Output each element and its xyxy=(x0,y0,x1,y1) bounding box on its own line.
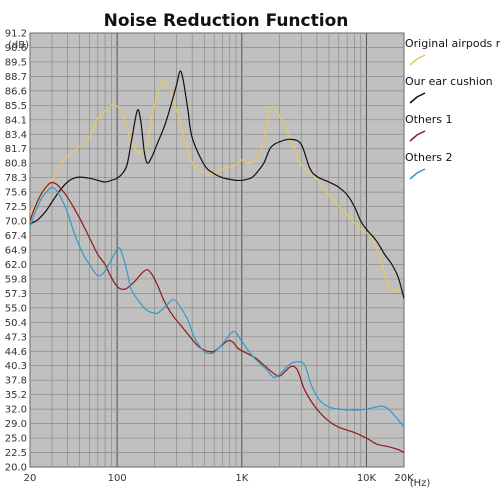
y-tick-label: 22.5 xyxy=(5,448,27,459)
y-tick-label: 80.8 xyxy=(5,159,27,170)
legend-label-1: Original airpods max xyxy=(405,37,500,50)
legend-label-2: Our ear cushion xyxy=(405,75,493,88)
series-lines xyxy=(29,70,405,454)
x-tick-label: 10K xyxy=(357,473,377,484)
legend-swatch-2 xyxy=(409,92,426,104)
y-tick-label: 70.0 xyxy=(5,217,27,228)
y-tick-label: 50.4 xyxy=(5,318,27,329)
y-tick-label: 78.3 xyxy=(5,173,27,184)
y-tick-label: 83.4 xyxy=(5,130,27,141)
y-tick-label: 44.6 xyxy=(5,347,27,358)
y-axis-ticks: 20.0 22.5 25.0 29.0 32.0 35.2 37.8 40.3 44.6 47.3… xyxy=(5,29,27,474)
y-tick-label: 62.0 xyxy=(5,260,27,271)
series-line-2 xyxy=(29,70,405,299)
legend-swatch-3 xyxy=(409,130,426,142)
chart-title: Noise Reduction Function xyxy=(104,11,349,31)
y-axis-unit: (dB) xyxy=(8,40,29,51)
y-tick-label: 84.1 xyxy=(5,115,27,126)
y-tick-label: 47.3 xyxy=(5,332,27,343)
y-tick-label: 37.8 xyxy=(5,376,27,387)
x-tick-label: 100 xyxy=(108,473,127,484)
legend-label-4: Others 2 xyxy=(405,151,452,164)
y-tick-label: 25.0 xyxy=(5,434,27,445)
legend-swatch-1 xyxy=(409,54,426,66)
legend: Original airpods max Our ear cushion Other… xyxy=(405,37,500,180)
x-tick-label: 1K xyxy=(235,473,248,484)
y-tick-label: 29.0 xyxy=(5,419,27,430)
y-tick-label: 35.2 xyxy=(5,390,27,401)
y-tick-label: 72.5 xyxy=(5,202,27,213)
y-tick-label: 55.0 xyxy=(5,303,27,314)
y-tick-label: 59.8 xyxy=(5,274,27,285)
x-tick-label: 20K xyxy=(394,473,414,484)
x-axis-unit: (Hz) xyxy=(410,478,431,489)
y-tick-label: 57.3 xyxy=(5,289,27,300)
y-tick-label: 90.6 xyxy=(5,43,27,54)
legend-swatch-4 xyxy=(409,168,426,180)
x-tick-label: 20 xyxy=(24,473,37,484)
x-axis-ticks: 20 100 1K 10K 20K xyxy=(24,473,414,484)
series-line-4 xyxy=(29,186,405,428)
y-tick-label: 86.6 xyxy=(5,86,27,97)
y-tick-label: 85.5 xyxy=(5,101,27,112)
y-tick-label: 89.5 xyxy=(5,57,27,68)
y-tick-label: 75.6 xyxy=(5,188,27,199)
series-line-1 xyxy=(29,79,401,292)
y-tick-label: 91.2 xyxy=(5,29,27,40)
y-tick-label: 20.0 xyxy=(5,463,27,474)
legend-label-3: Others 1 xyxy=(405,113,452,126)
major-gridlines xyxy=(30,33,404,467)
y-tick-label: 32.0 xyxy=(5,405,27,416)
y-tick-label: 64.9 xyxy=(5,246,27,257)
y-tick-label: 88.7 xyxy=(5,72,27,83)
y-tick-label: 67.4 xyxy=(5,231,27,242)
y-tick-label: 81.7 xyxy=(5,144,27,155)
y-tick-label: 40.3 xyxy=(5,361,27,372)
